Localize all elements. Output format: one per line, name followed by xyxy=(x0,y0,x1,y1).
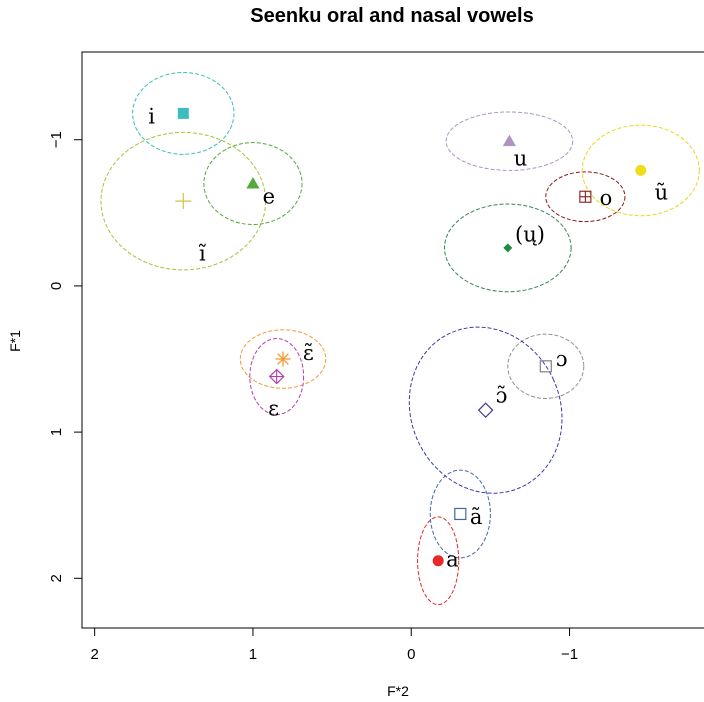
data-point xyxy=(432,555,444,567)
data-point xyxy=(503,243,513,253)
vowel-labels-layer: i e ĩ u o ũ (ų) ɛ̃ ɛ ɔ ɔ̃ ãa xyxy=(148,104,668,571)
marker-triangle xyxy=(502,134,516,147)
vowel-label: u xyxy=(514,147,528,171)
data-point xyxy=(539,360,552,373)
vowel-label: ɛ̃ xyxy=(303,341,314,365)
ellipse xyxy=(417,516,460,606)
x-axis: 2 1 0 −1 xyxy=(90,628,578,663)
x-tick-label: 0 xyxy=(407,646,415,663)
ellipse xyxy=(445,111,574,171)
data-point xyxy=(454,507,467,521)
y-axis: −1 0 1 2 xyxy=(48,131,82,582)
data-point xyxy=(275,351,291,367)
x-axis-title: F*2 xyxy=(387,683,409,699)
ellipses-layer xyxy=(100,71,700,606)
ellipse xyxy=(443,203,572,293)
y-axis-title: F*1 xyxy=(7,330,23,352)
vowel-label: i xyxy=(148,104,155,128)
ellipse xyxy=(507,333,585,399)
x-tick-label: −1 xyxy=(561,646,578,663)
vowel-label: ã xyxy=(470,505,483,529)
vowel-label: ɛ xyxy=(268,397,279,421)
vowel-label: a xyxy=(446,547,459,571)
ellipse xyxy=(100,131,267,271)
vowel-label: ĩ xyxy=(198,242,206,266)
vowel-label: ɔ xyxy=(556,347,568,371)
marker-diamond xyxy=(503,243,513,253)
ellipse xyxy=(545,171,626,223)
marker-square xyxy=(177,107,189,119)
ellipse xyxy=(408,326,563,494)
marker-circle xyxy=(635,164,647,176)
marker-asterisk-arm xyxy=(277,353,289,365)
y-tick-label: −1 xyxy=(48,131,65,148)
ellipse xyxy=(581,124,700,217)
data-point xyxy=(246,176,260,189)
data-point xyxy=(579,190,592,203)
data-point xyxy=(177,107,189,119)
y-tick-label: 0 xyxy=(48,282,65,290)
data-point xyxy=(635,164,647,176)
data-point xyxy=(268,368,285,385)
marker-triangle xyxy=(246,176,260,189)
data-point xyxy=(477,402,494,419)
marker-open-square xyxy=(539,360,552,373)
ellipse xyxy=(203,142,303,226)
ellipse xyxy=(429,469,491,559)
data-point xyxy=(175,193,192,210)
data-point xyxy=(502,134,516,147)
vowel-label: e xyxy=(263,185,275,209)
ellipse xyxy=(249,338,305,416)
marker-open-diamond xyxy=(477,402,494,419)
vowel-label: o xyxy=(600,186,613,210)
ellipse xyxy=(239,329,327,389)
vowel-label: ɔ̃ xyxy=(496,384,508,408)
y-tick-label: 2 xyxy=(48,574,65,582)
vowel-label: ũ xyxy=(655,180,669,204)
plot-area-border xyxy=(81,51,704,629)
y-tick-label: 1 xyxy=(48,428,65,436)
ellipse xyxy=(132,71,235,155)
chart-title: Seenku oral and nasal vowels xyxy=(250,5,533,27)
marker-circle xyxy=(432,555,444,567)
x-tick-label: 1 xyxy=(249,646,257,663)
vowel-label: (ų) xyxy=(515,223,545,247)
marker-open-square xyxy=(454,507,467,521)
x-tick-label: 2 xyxy=(90,646,98,663)
points-layer xyxy=(175,107,647,567)
